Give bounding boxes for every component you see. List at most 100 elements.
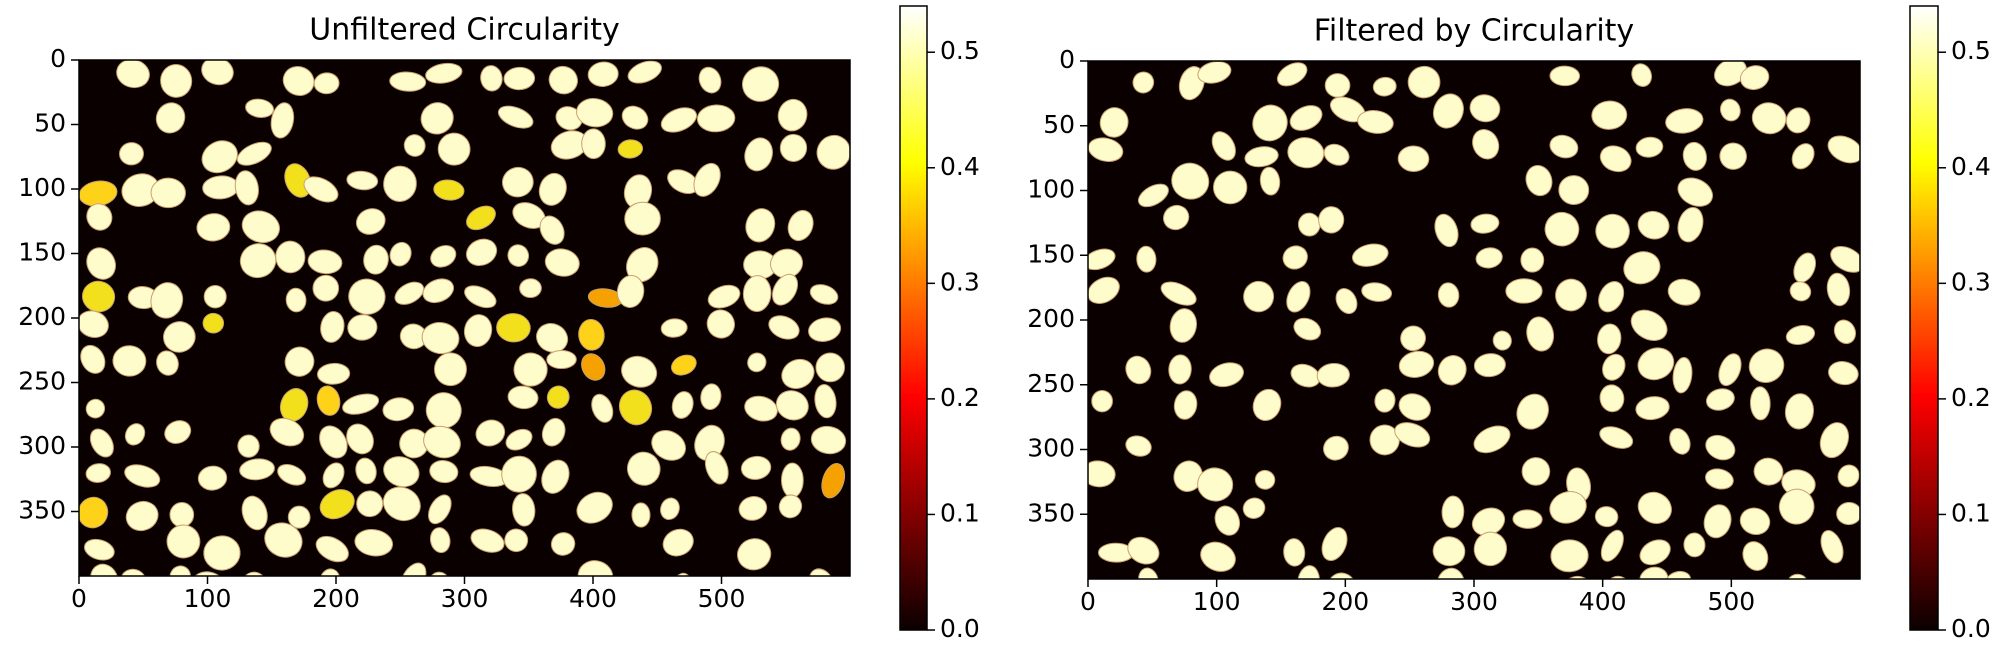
colorbar [899,5,928,631]
blob [1516,393,1549,430]
blob [155,102,186,134]
blob [429,527,451,554]
blob [1432,536,1466,567]
colorbar-tick-label: 0.4 [940,152,980,181]
blob [539,215,565,245]
blob [740,455,772,480]
blob [744,395,778,422]
blob [618,389,653,426]
blob [546,349,577,370]
blob [433,179,465,201]
blob [698,66,722,94]
blob [125,500,159,532]
blob [428,571,451,576]
x-tick-label: 100 [1193,587,1241,616]
colorbar-tick-label: 0.0 [940,614,980,643]
y-tick-label: 50 [1043,110,1075,139]
blob [1749,386,1771,421]
blob [737,538,772,571]
y-tick-label: 200 [18,302,66,331]
y-tick-label: 150 [1027,239,1075,268]
blob [425,392,462,429]
blob [1597,323,1622,355]
blob [313,72,340,95]
blob [536,323,569,353]
blob [319,489,355,520]
blob [400,562,427,576]
blob [463,314,493,348]
blob [1635,136,1664,158]
blob [513,352,548,387]
blob [1441,495,1465,529]
blob [1088,460,1116,488]
x-tick-label: 300 [1450,587,1498,616]
blob [1667,278,1701,306]
blob [1521,457,1551,486]
blob [320,311,345,343]
blob [389,71,427,92]
blob [169,502,195,528]
blob [1753,457,1784,486]
blob [651,430,686,461]
blob [201,140,238,174]
blob [1407,65,1441,99]
blob [1637,491,1672,524]
chart-title: Unfiltered Circularity [309,13,620,48]
blob [1549,65,1581,87]
blob [1099,107,1129,138]
blob [1374,388,1396,413]
blob [821,463,846,499]
blob [322,462,345,489]
blob [1254,469,1276,490]
colorbar-tick-label: 0.3 [1951,267,1991,296]
blob [346,170,379,191]
blob [1432,93,1464,129]
blob [1169,308,1197,343]
blob [548,65,578,95]
blob [188,571,227,576]
blob [816,134,850,170]
blob [1639,539,1671,566]
blob [496,313,531,343]
blob [627,60,662,84]
blob [434,352,467,387]
blob [1720,98,1741,122]
blob [771,273,799,306]
blob [150,177,186,209]
blob [1599,426,1634,449]
blob [1473,353,1506,378]
blob [815,352,846,383]
blob [1212,170,1248,205]
blob [1252,388,1282,422]
blob [1748,348,1785,384]
blob [504,528,529,553]
blob [669,572,692,576]
blobs [1088,61,1860,579]
blob [315,535,349,563]
blob [470,528,505,553]
blob [1591,100,1628,130]
blob [743,576,771,604]
blob [779,133,808,162]
blob [1125,435,1152,457]
blob [284,163,312,198]
y-tick-label: 250 [18,367,66,396]
blob [1160,281,1197,306]
blob [1558,175,1590,205]
blob [747,352,767,373]
chart-title: Filtered by Circularity [1314,14,1634,49]
blob [745,208,776,243]
blob [348,278,386,315]
blob [1132,71,1155,94]
blob [1200,541,1236,572]
blob [112,345,147,377]
blob [480,65,503,92]
blob [203,535,241,571]
blob [285,287,307,313]
blob [1323,435,1349,461]
blob [197,465,228,491]
blob [1512,509,1543,529]
blob [1472,128,1500,160]
blob [316,385,341,416]
blob [166,524,201,559]
